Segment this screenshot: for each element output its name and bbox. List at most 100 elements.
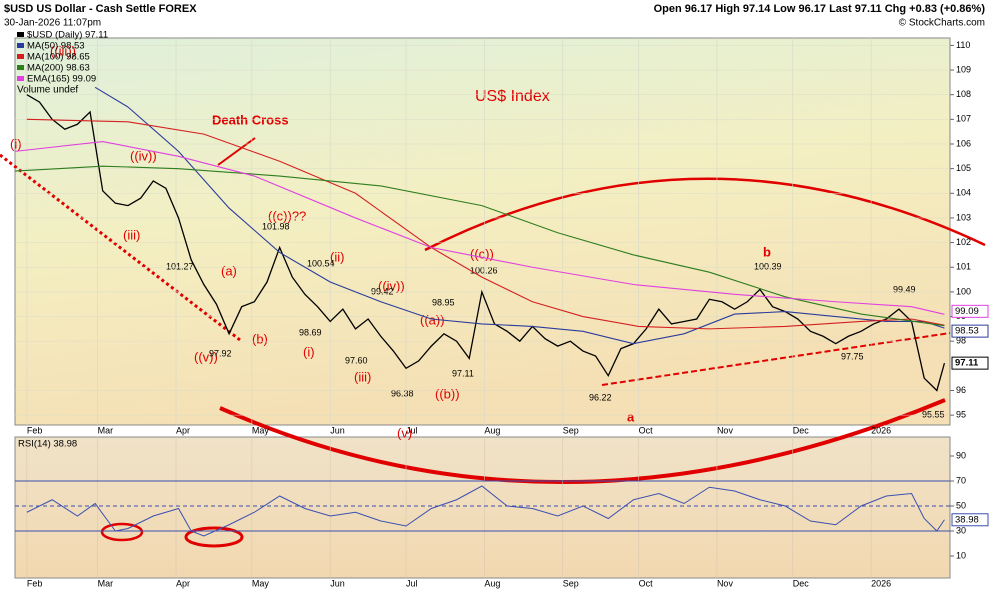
x-tick-label: Aug — [484, 425, 500, 435]
y-tick-label: 70 — [956, 475, 966, 485]
x-tick-label: Apr — [176, 578, 190, 588]
y-tick-label: 96 — [956, 385, 966, 395]
price-label: 95.55 — [922, 409, 945, 419]
annotation: (i) — [303, 344, 315, 359]
legend-extra: Volume undef — [17, 85, 78, 96]
x-tick-label: Dec — [793, 578, 810, 588]
x-tick-label: Jul — [406, 425, 418, 435]
x-tick-label: Aug — [484, 578, 500, 588]
rsi-tag — [951, 513, 989, 527]
x-tick-label: Mar — [98, 578, 114, 588]
annotation: ((iv)) — [130, 148, 157, 163]
annotation: ((iii)) — [50, 43, 76, 58]
price-tag-label: 97.11 — [955, 358, 979, 369]
legend-entry: MA(200) 98.63 — [27, 63, 90, 74]
legend-swatch — [17, 54, 24, 59]
price-panel — [14, 37, 951, 426]
x-tick-label: Dec — [793, 425, 810, 435]
annotation: ((b)) — [435, 386, 460, 401]
price-tag — [951, 324, 989, 338]
y-tick-label: 109 — [956, 64, 971, 74]
price-label: 99.49 — [893, 284, 916, 294]
annotation: (a) — [221, 263, 237, 278]
price-tag — [951, 356, 989, 370]
y-tick-label: 98 — [956, 336, 966, 346]
y-tick-label: 10 — [956, 550, 966, 560]
price-label: 100.39 — [754, 261, 782, 271]
title: $USD US Dollar - Cash Settle FOREX — [4, 3, 197, 15]
price-labels: 101.27 101.98 100.54 99.42 98.95 100.26 … — [166, 221, 945, 419]
x-tick-label: Oct — [639, 578, 654, 588]
rsi-tag-label: 38.98 — [955, 514, 979, 525]
ma-line — [14, 140, 945, 315]
x-tick-label: Nov — [717, 578, 734, 588]
y-tick-label: 103 — [956, 212, 971, 222]
price-label: 97.75 — [841, 351, 864, 361]
price-label: 97.11 — [452, 368, 474, 378]
annotation: Death Cross — [212, 112, 289, 127]
subtitle: 30-Jan-2026 11:07pm — [4, 18, 101, 29]
y-tick-label: 50 — [956, 500, 966, 510]
x-tick-label: Jul — [406, 578, 418, 588]
y-tick-label: 108 — [956, 89, 971, 99]
legend-swatch — [17, 76, 24, 81]
rsi-legend: RSI(14) 38.98 — [18, 439, 77, 450]
price-label: 97.60 — [345, 355, 368, 365]
ma-line — [14, 165, 945, 327]
x-tick-label: 2026 — [871, 578, 891, 588]
price-label: 98.95 — [432, 297, 455, 307]
x-tick-label: Jun — [330, 425, 345, 435]
x-tick-label: Apr — [176, 425, 190, 435]
annotation: (iii) — [354, 369, 371, 384]
x-tick-label: Jun — [330, 578, 345, 588]
y-tick-label: 30 — [956, 525, 966, 535]
x-tick-label: Sep — [563, 578, 579, 588]
price-label: 96.22 — [589, 392, 612, 402]
rsi-panel — [14, 436, 951, 579]
legend-entry: $USD (Daily) 97.11 — [27, 30, 108, 41]
y-tick-label: 95 — [956, 410, 966, 420]
x-tick-label: Nov — [717, 425, 734, 435]
annotation: ((a)) — [420, 312, 445, 327]
y-tick-label: 90 — [956, 450, 966, 460]
y-tick-label: 101 — [956, 262, 971, 272]
chart-label: US$ Index — [475, 88, 550, 105]
x-tick-label: Oct — [639, 425, 654, 435]
ma-line — [26, 118, 945, 330]
price-tag-label: 98.53 — [955, 326, 979, 337]
x-tick-label: Mar — [98, 425, 114, 435]
price-label: 97.92 — [209, 348, 232, 358]
price-label: 101.27 — [166, 261, 194, 271]
y-tick-label: 106 — [956, 138, 971, 148]
annotation: (b) — [252, 331, 268, 346]
x-tick-label: 2026 — [871, 425, 891, 435]
annotation: ((v)) — [194, 349, 218, 364]
rsi-line — [26, 485, 945, 537]
annotation: (ii) — [330, 249, 344, 264]
x-tick-label: Feb — [27, 425, 43, 435]
legend-entry: MA(50) 98.53 — [27, 41, 85, 52]
annotation: a — [627, 409, 635, 424]
price-line — [26, 94, 946, 392]
y-tick-label: 100 — [956, 286, 971, 296]
price-label: 101.98 — [262, 221, 290, 231]
legend-swatch — [17, 65, 24, 70]
legend-swatch — [17, 32, 24, 37]
y-tick-label: 104 — [956, 188, 971, 198]
x-tick-label: May — [252, 425, 270, 435]
price-label: 98.69 — [299, 327, 322, 337]
price-label: 99.42 — [371, 286, 394, 296]
annotation: ((c))?? — [268, 208, 306, 223]
legend-swatch — [17, 43, 24, 48]
y-tick-label: 102 — [956, 237, 971, 247]
annotation: ((c)) — [470, 246, 494, 261]
annotation: (v) — [397, 425, 412, 440]
credit: © StockCharts.com — [899, 18, 985, 29]
x-tick-label: May — [252, 578, 270, 588]
legend-entry: EMA(165) 99.09 — [27, 74, 96, 85]
legend-entry: MA(100) 98.65 — [27, 52, 90, 63]
price-label: 100.54 — [307, 258, 335, 268]
annotation: (iii) — [123, 227, 140, 242]
price-label: 100.26 — [470, 265, 498, 275]
